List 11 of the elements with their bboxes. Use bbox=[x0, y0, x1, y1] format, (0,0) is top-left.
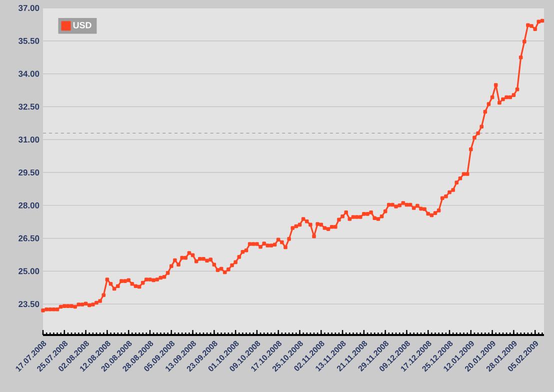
y-tick-label: 25.00 bbox=[18, 268, 40, 274]
y-tick-label: 35.50 bbox=[18, 38, 40, 44]
y-tick-label: 37.00 bbox=[18, 5, 40, 11]
y-tick-label: 32.50 bbox=[18, 104, 40, 110]
y-tick-label: 34.00 bbox=[18, 70, 40, 77]
y-tick-label: 28.00 bbox=[18, 202, 40, 208]
y-tick-label: 31.00 bbox=[18, 136, 40, 143]
y-tick-label: 23.50 bbox=[18, 301, 40, 308]
y-tick-label: 29.50 bbox=[18, 169, 40, 176]
legend-label: USD bbox=[73, 22, 92, 28]
y-tick-label: 26.50 bbox=[18, 235, 40, 242]
